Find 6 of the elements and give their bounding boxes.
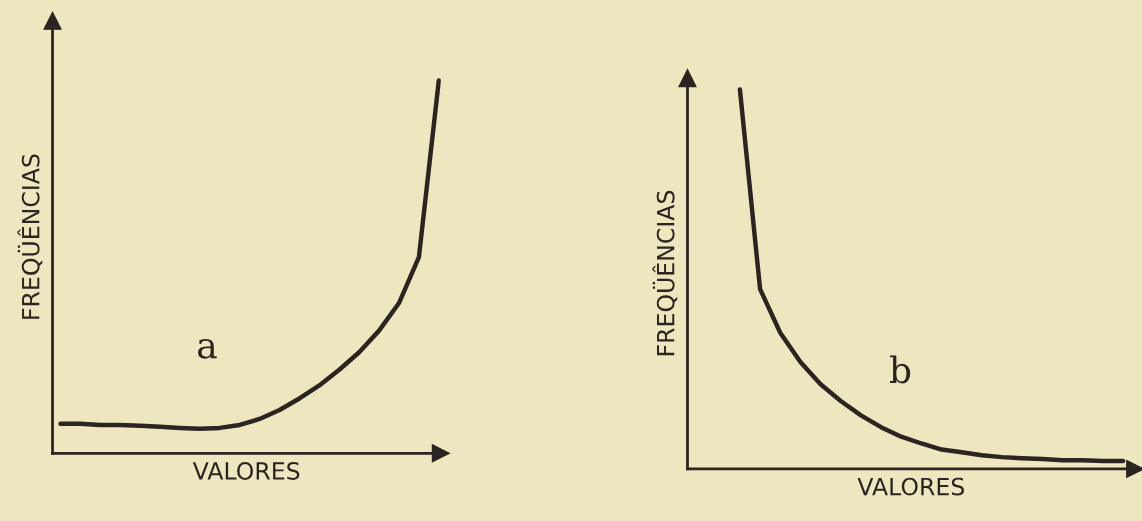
annotation: b bbox=[889, 355, 911, 384]
x-axis-title: VALORES bbox=[857, 477, 964, 496]
annotation: a bbox=[198, 338, 217, 359]
x-axis-title: VALORES bbox=[192, 462, 300, 480]
y-axis-title: FREQÜÊNCIAS bbox=[652, 190, 678, 356]
y-axis-title: FREQÜÊNCIAS bbox=[17, 154, 43, 319]
